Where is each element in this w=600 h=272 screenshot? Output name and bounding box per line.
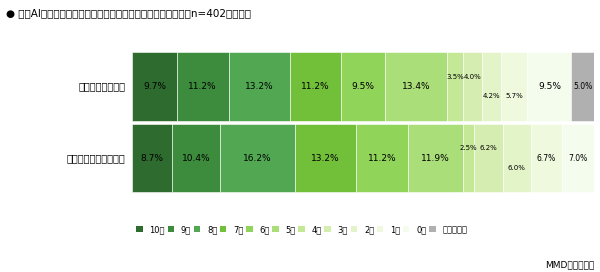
Bar xyxy=(562,124,594,192)
Text: 11.9%: 11.9% xyxy=(421,154,449,163)
Text: 4.0%: 4.0% xyxy=(464,74,481,80)
Text: 13.2%: 13.2% xyxy=(311,154,340,163)
Bar xyxy=(132,52,177,120)
Text: 9.7%: 9.7% xyxy=(143,82,166,91)
Text: 4.2%: 4.2% xyxy=(482,93,500,99)
Bar xyxy=(463,52,482,120)
Text: ● 生成AIに関する職場の活用推進度、自身の職場での活用度（n=402、単数）: ● 生成AIに関する職場の活用推進度、自身の職場での活用度（n=402、単数） xyxy=(6,8,251,18)
Text: 7.0%: 7.0% xyxy=(568,154,587,163)
Bar xyxy=(447,52,463,120)
Text: 5.7%: 5.7% xyxy=(505,93,523,99)
Bar xyxy=(531,124,562,192)
Text: 11.2%: 11.2% xyxy=(368,154,396,163)
Text: 13.2%: 13.2% xyxy=(245,82,274,91)
Text: 5.0%: 5.0% xyxy=(573,82,593,91)
Bar xyxy=(475,124,503,192)
Text: 自身の職場での活用度: 自身の職場での活用度 xyxy=(67,153,125,163)
Text: MMD研究所調べ: MMD研究所調べ xyxy=(545,260,594,269)
Bar xyxy=(341,52,385,120)
Bar xyxy=(229,52,290,120)
Bar xyxy=(295,124,356,192)
Text: 8.7%: 8.7% xyxy=(140,154,164,163)
Text: 10.4%: 10.4% xyxy=(182,154,211,163)
Text: 6.0%: 6.0% xyxy=(508,165,526,171)
Bar xyxy=(501,52,527,120)
Bar xyxy=(220,124,295,192)
Text: 職場の活用推進度: 職場の活用推進度 xyxy=(78,82,125,91)
Text: 13.4%: 13.4% xyxy=(402,82,430,91)
Bar xyxy=(172,124,220,192)
Text: 11.2%: 11.2% xyxy=(301,82,330,91)
Text: 9.5%: 9.5% xyxy=(538,82,561,91)
Bar xyxy=(385,52,447,120)
Bar xyxy=(132,124,172,192)
Legend: 10点, 9点, 8点, 7点, 6点, 5点, 4点, 3点, 2点, 1点, 0点, わからない: 10点, 9点, 8点, 7点, 6点, 5点, 4点, 3点, 2点, 1点,… xyxy=(136,225,467,234)
Bar xyxy=(527,52,571,120)
Text: 3.5%: 3.5% xyxy=(446,74,464,80)
Bar xyxy=(482,52,501,120)
Text: 2.5%: 2.5% xyxy=(460,146,478,152)
Text: 11.2%: 11.2% xyxy=(188,82,217,91)
Bar xyxy=(177,52,229,120)
Bar xyxy=(571,52,595,120)
Bar xyxy=(290,52,341,120)
Text: 9.5%: 9.5% xyxy=(352,82,375,91)
Text: 6.7%: 6.7% xyxy=(536,154,556,163)
Text: 6.2%: 6.2% xyxy=(480,146,497,152)
Bar xyxy=(356,124,408,192)
Bar xyxy=(503,124,531,192)
Bar xyxy=(408,124,463,192)
Text: 16.2%: 16.2% xyxy=(244,154,272,163)
Bar xyxy=(463,124,475,192)
